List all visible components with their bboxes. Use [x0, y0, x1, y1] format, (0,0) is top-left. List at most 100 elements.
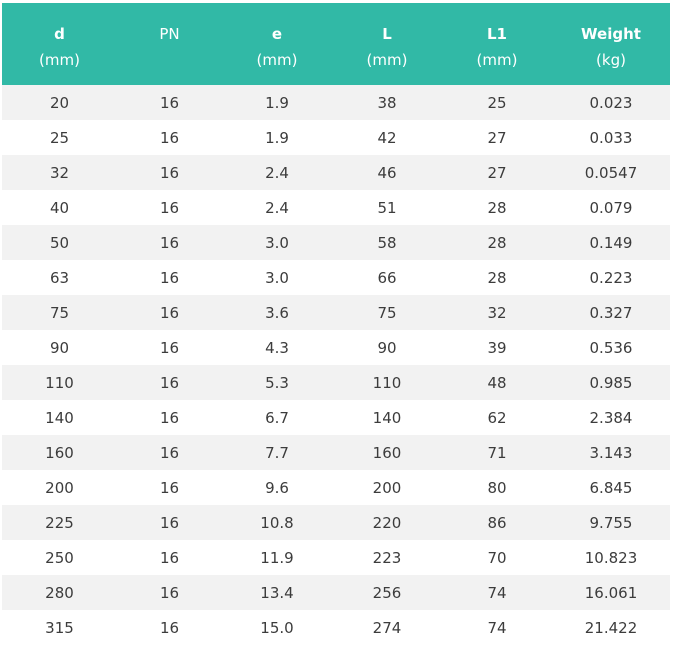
table-row: 110 16 5.3 110 48 0.985: [2, 365, 670, 400]
table-cell-pn: 16: [159, 198, 180, 217]
table-cell-l: 274: [372, 618, 402, 637]
table-cell-l1: 71: [487, 443, 507, 462]
table-cell-l1: 28: [487, 198, 507, 217]
table-cell-l1: 70: [487, 548, 507, 567]
table-cell-e: 1.9: [265, 128, 289, 147]
table-cell-e: 3.0: [265, 268, 289, 287]
table-cell-d: 225: [45, 513, 74, 532]
table-cell-pn: 16: [159, 618, 180, 637]
table-row: 20 16 1.9 38 25 0.023: [2, 85, 670, 120]
table-cell-l1: 74: [487, 618, 507, 637]
table-row: 50 16 3.0 58 28 0.149: [2, 225, 670, 260]
table-cell-e: 3.6: [265, 303, 289, 322]
table-cell-pn: 16: [159, 163, 180, 182]
table-cell-l1: 28: [487, 233, 507, 252]
table-cell-d: 40: [49, 198, 70, 217]
table-cell-d: 50: [49, 233, 70, 252]
table-cell-l: 200: [372, 478, 402, 497]
table-cell-weight: 0.0547: [584, 163, 638, 182]
table-cell-weight: 0.023: [589, 93, 633, 112]
table-cell-weight: 9.755: [589, 513, 633, 532]
table-cell-l: 51: [377, 198, 397, 217]
column-header-l: L (mm): [332, 3, 442, 85]
table-cell-weight: 2.384: [589, 408, 633, 427]
column-header-label: L1: [487, 25, 507, 43]
table-cell-weight: 16.061: [584, 583, 638, 602]
table-row: 25 16 1.9 42 27 0.033: [2, 120, 670, 155]
column-header-label: e: [271, 25, 283, 43]
table-cell-l1: 27: [487, 128, 507, 147]
table-cell-l: 90: [377, 338, 397, 357]
table-cell-d: 25: [49, 128, 70, 147]
table-cell-weight: 6.845: [589, 478, 633, 497]
table-cell-l: 140: [372, 408, 402, 427]
table-cell-d: 315: [45, 618, 74, 637]
table-cell-l: 256: [372, 583, 402, 602]
table-cell-l: 38: [377, 93, 397, 112]
table-cell-e: 4.3: [265, 338, 289, 357]
column-header-unit: (mm): [476, 51, 518, 69]
table-body: 20 16 1.9 38 25 0.023 25 16 1.9 42 27 0.033 32 16 2.4 4…: [2, 85, 670, 645]
table-cell-d: 110: [45, 373, 74, 392]
table-cell-pn: 16: [159, 338, 180, 357]
table-cell-l: 58: [377, 233, 397, 252]
table-cell-d: 200: [45, 478, 74, 497]
column-header-pn: PN: [117, 3, 222, 85]
table-row: 75 16 3.6 75 32 0.327: [2, 295, 670, 330]
table-row: 40 16 2.4 51 28 0.079: [2, 190, 670, 225]
table-cell-l: 160: [372, 443, 402, 462]
table-cell-pn: 16: [159, 233, 180, 252]
spec-table-container: d (mm) PN e (mm) L (mm) L1 (mm) Weight (kg) 20 16 1.…: [2, 3, 672, 645]
table-cell-e: 7.7: [265, 443, 289, 462]
table-cell-e: 10.8: [260, 513, 294, 532]
table-cell-e: 2.4: [265, 163, 289, 182]
table-cell-l1: 39: [487, 338, 507, 357]
table-cell-l1: 80: [487, 478, 507, 497]
table-cell-e: 1.9: [265, 93, 289, 112]
table-cell-pn: 16: [159, 583, 180, 602]
table-row: 250 16 11.9 223 70 10.823: [2, 540, 670, 575]
table-cell-l1: 74: [487, 583, 507, 602]
table-cell-weight: 0.536: [589, 338, 633, 357]
table-cell-e: 2.4: [265, 198, 289, 217]
table-cell-l: 110: [372, 373, 402, 392]
table-cell-l: 223: [372, 548, 402, 567]
table-cell-pn: 16: [159, 478, 180, 497]
table-cell-pn: 16: [159, 303, 180, 322]
table-cell-e: 6.7: [265, 408, 289, 427]
table-cell-weight: 10.823: [584, 548, 638, 567]
table-row: 225 16 10.8 220 86 9.755: [2, 505, 670, 540]
table-row: 63 16 3.0 66 28 0.223: [2, 260, 670, 295]
table-cell-e: 3.0: [265, 233, 289, 252]
table-cell-d: 63: [49, 268, 70, 287]
table-cell-l: 75: [377, 303, 397, 322]
table-cell-weight: 0.033: [589, 128, 633, 147]
column-header-label: L: [382, 25, 392, 43]
table-row: 200 16 9.6 200 80 6.845: [2, 470, 670, 505]
table-cell-d: 90: [49, 338, 70, 357]
table-cell-d: 160: [45, 443, 74, 462]
table-cell-e: 9.6: [265, 478, 289, 497]
table-cell-l1: 86: [487, 513, 507, 532]
column-header-unit: (kg): [596, 51, 626, 69]
table-row: 90 16 4.3 90 39 0.536: [2, 330, 670, 365]
column-header-label: d: [54, 25, 65, 43]
column-header-unit: (mm): [39, 51, 80, 69]
table-row: 280 16 13.4 256 74 16.061: [2, 575, 670, 610]
table-cell-weight: 0.223: [589, 268, 633, 287]
table-cell-l: 220: [372, 513, 402, 532]
table-cell-pn: 16: [159, 128, 180, 147]
table-cell-l1: 62: [487, 408, 507, 427]
header-row: d (mm) PN e (mm) L (mm) L1 (mm) Weight (kg): [2, 3, 670, 85]
table-cell-weight: 0.985: [589, 373, 633, 392]
column-header-weight: Weight (kg): [552, 3, 670, 85]
table-cell-d: 75: [49, 303, 70, 322]
table-cell-e: 5.3: [265, 373, 289, 392]
table-cell-pn: 16: [159, 408, 180, 427]
table-cell-l: 46: [377, 163, 397, 182]
table-cell-pn: 16: [159, 513, 180, 532]
column-header-label: Weight: [581, 25, 641, 43]
table-cell-weight: 21.422: [584, 618, 638, 637]
table-row: 315 16 15.0 274 74 21.422: [2, 610, 670, 645]
column-header-unit: (mm): [256, 51, 298, 69]
